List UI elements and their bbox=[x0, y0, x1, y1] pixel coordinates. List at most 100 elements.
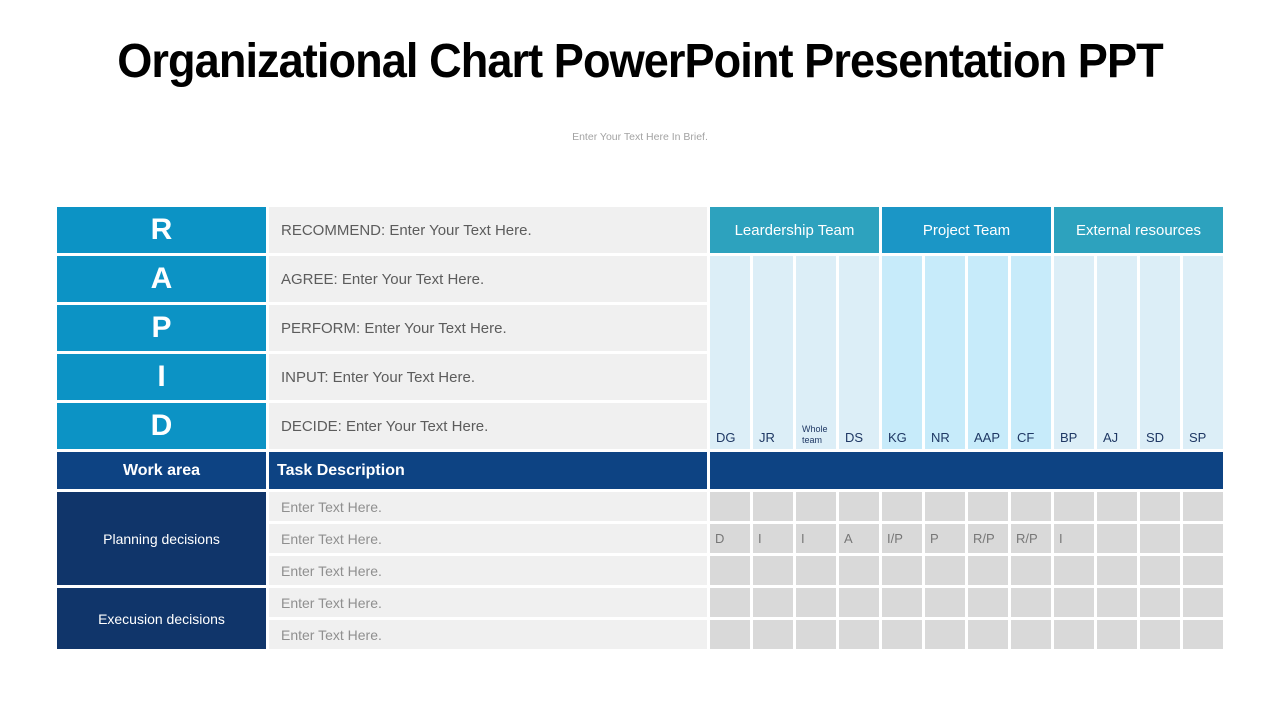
group-header-external-resources: External resources bbox=[1054, 207, 1223, 253]
task-row: Enter Text Here. bbox=[269, 524, 707, 553]
task-description-header: Task Description bbox=[269, 452, 707, 489]
assignment-cell bbox=[753, 492, 793, 521]
member-column-kg: KG bbox=[882, 256, 922, 449]
assignment-cell bbox=[882, 556, 922, 585]
assignment-cell bbox=[1054, 492, 1094, 521]
assignment-cell bbox=[968, 620, 1008, 649]
assignment-cell bbox=[1054, 588, 1094, 617]
assignment-cell bbox=[882, 492, 922, 521]
member-column-label: Whole team bbox=[802, 424, 828, 445]
assignment-cell bbox=[1054, 620, 1094, 649]
assignment-cell bbox=[1097, 524, 1137, 553]
assignment-cell: R/P bbox=[968, 524, 1008, 553]
member-column-whole-team: Whole team bbox=[796, 256, 836, 449]
assignment-cell bbox=[1183, 588, 1223, 617]
assignment-cell: I bbox=[753, 524, 793, 553]
assignment-cell bbox=[753, 588, 793, 617]
assignment-cell bbox=[1011, 492, 1051, 521]
page-title: Organizational Chart PowerPoint Presenta… bbox=[117, 35, 1163, 88]
member-column-label: NR bbox=[931, 430, 950, 445]
task-row: Enter Text Here. bbox=[269, 492, 707, 521]
assignment-cell bbox=[1011, 620, 1051, 649]
rapid-letter-i: I bbox=[57, 354, 266, 400]
assignment-cell bbox=[796, 620, 836, 649]
assignment-cell bbox=[796, 588, 836, 617]
member-column-ds: DS bbox=[839, 256, 879, 449]
assignment-cell bbox=[1140, 620, 1180, 649]
member-column-label: BP bbox=[1060, 430, 1078, 445]
member-column-label: AJ bbox=[1103, 430, 1119, 445]
assignment-cell bbox=[1140, 492, 1180, 521]
assignment-cell bbox=[710, 556, 750, 585]
task-row: Enter Text Here. bbox=[269, 556, 707, 585]
assignment-cell bbox=[1140, 556, 1180, 585]
rapid-letter-d: D bbox=[57, 403, 266, 449]
assignment-cell: P bbox=[925, 524, 965, 553]
member-column-nr: NR bbox=[925, 256, 965, 449]
rapid-description-input: INPUT: Enter Your Text Here. bbox=[269, 354, 707, 400]
member-column-jr: JR bbox=[753, 256, 793, 449]
assignment-cell bbox=[839, 588, 879, 617]
member-column-label: CF bbox=[1017, 430, 1035, 445]
assignment-cell bbox=[1054, 556, 1094, 585]
assignment-cell bbox=[1097, 588, 1137, 617]
rapid-matrix-table: R A P I D RECOMMEND: Enter Your Text Her… bbox=[57, 207, 1223, 649]
task-row: Enter Text Here. bbox=[269, 620, 707, 649]
rapid-description-agree: AGREE: Enter Your Text Here. bbox=[269, 256, 707, 302]
assignment-cell bbox=[1183, 556, 1223, 585]
rapid-letter-a: A bbox=[57, 256, 266, 302]
member-column-label: KG bbox=[888, 430, 907, 445]
assignment-cell bbox=[839, 620, 879, 649]
rapid-description-perform: PERFORM: Enter Your Text Here. bbox=[269, 305, 707, 351]
assignment-cell bbox=[710, 588, 750, 617]
assignment-cell bbox=[710, 620, 750, 649]
assignment-cell bbox=[1097, 492, 1137, 521]
assignment-cell bbox=[1140, 588, 1180, 617]
rapid-letter-p: P bbox=[57, 305, 266, 351]
member-column-label: AAP bbox=[974, 430, 1001, 445]
member-column-label: JR bbox=[759, 430, 775, 445]
assignment-cell: I/P bbox=[882, 524, 922, 553]
assignment-cell bbox=[968, 588, 1008, 617]
assignment-cell bbox=[882, 588, 922, 617]
assignment-cell bbox=[710, 492, 750, 521]
assignment-cell bbox=[839, 556, 879, 585]
assignment-cell bbox=[968, 492, 1008, 521]
assignment-cell bbox=[1011, 556, 1051, 585]
work-area-group-planning: Planning decisions bbox=[57, 492, 266, 585]
assignment-cell: I bbox=[1054, 524, 1094, 553]
assignment-cell bbox=[968, 556, 1008, 585]
assignment-cell: R/P bbox=[1011, 524, 1051, 553]
header-band bbox=[710, 452, 1223, 489]
member-column-aj: AJ bbox=[1097, 256, 1137, 449]
assignment-cell bbox=[1011, 588, 1051, 617]
assignment-cell bbox=[796, 556, 836, 585]
assignment-cell bbox=[925, 492, 965, 521]
member-column-label: SD bbox=[1146, 430, 1165, 445]
assignment-cell bbox=[1140, 524, 1180, 553]
assignment-cell bbox=[925, 620, 965, 649]
member-column-label: DS bbox=[845, 430, 864, 445]
assignment-cell bbox=[1097, 556, 1137, 585]
member-column-cf: CF bbox=[1011, 256, 1051, 449]
assignment-cell bbox=[882, 620, 922, 649]
assignment-cell bbox=[1097, 620, 1137, 649]
member-column-sd: SD bbox=[1140, 256, 1180, 449]
assignment-cell bbox=[1183, 524, 1223, 553]
rapid-letter-r: R bbox=[57, 207, 266, 253]
assignment-cell: A bbox=[839, 524, 879, 553]
assignment-cell: I bbox=[796, 524, 836, 553]
member-column-dg: DG bbox=[710, 256, 750, 449]
work-area-group-execution: Execusion decisions bbox=[57, 588, 266, 649]
assignment-cell bbox=[1183, 620, 1223, 649]
member-column-aap: AAP bbox=[968, 256, 1008, 449]
rapid-description-decide: DECIDE: Enter Your Text Here. bbox=[269, 403, 707, 449]
task-row: Enter Text Here. bbox=[269, 588, 707, 617]
assignment-cell bbox=[925, 556, 965, 585]
group-header-leadership-team: Leardership Team bbox=[710, 207, 879, 253]
assignment-cell bbox=[925, 588, 965, 617]
member-column-label: SP bbox=[1189, 430, 1207, 445]
rapid-description-recommend: RECOMMEND: Enter Your Text Here. bbox=[269, 207, 707, 253]
work-area-header: Work area bbox=[57, 452, 266, 489]
member-column-label: DG bbox=[716, 430, 736, 445]
